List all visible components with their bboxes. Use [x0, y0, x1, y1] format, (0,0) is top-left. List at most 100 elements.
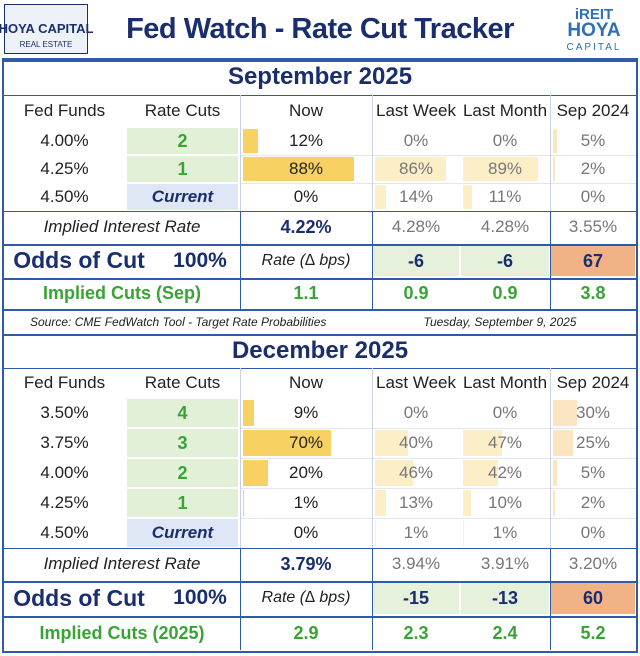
- probability-label: 20%: [288, 463, 324, 482]
- probability-cell: 42%: [460, 458, 550, 488]
- probability-bar: [463, 157, 538, 181]
- column-header: Last Month: [462, 373, 548, 392]
- probability-label: 70%: [288, 433, 324, 452]
- column-header: Last Week: [375, 373, 456, 392]
- probability-bar: [243, 400, 255, 426]
- rule: [240, 518, 636, 519]
- fed-funds-rate: 3.75%: [40, 433, 89, 452]
- probability-label: 89%: [487, 159, 523, 178]
- implied-cuts-value: 0.9: [492, 283, 518, 303]
- probability-label: 10%: [487, 493, 523, 512]
- probability-label: 0%: [492, 403, 518, 422]
- probability-cell: 0%: [550, 183, 636, 211]
- source: Source: CME FedWatch Tool - Target Rate …: [30, 314, 327, 329]
- probability-cell: 0%: [372, 127, 460, 155]
- probability-cell: 5%: [550, 458, 636, 488]
- bps-change: 67: [551, 246, 635, 276]
- probability-label: 1%: [492, 523, 518, 542]
- probability-label: 0%: [403, 131, 429, 150]
- rule: [550, 368, 551, 548]
- probability-cell: 11%: [460, 183, 550, 211]
- implied-cuts-value: 2.3: [403, 622, 429, 643]
- probability-label: 1%: [293, 493, 319, 512]
- rule: [372, 548, 373, 650]
- implied-rate-value: 3.91%: [480, 554, 530, 573]
- probability-label: 0%: [403, 403, 429, 422]
- probability-cell: 1%: [240, 488, 372, 518]
- implied-cuts-value: 1.1: [293, 283, 319, 303]
- rule: [240, 155, 636, 156]
- rate-cuts: Current: [127, 184, 238, 210]
- probability-label: 30%: [575, 403, 611, 422]
- logo-right-bottom: HOYA: [567, 20, 621, 41]
- probability-bar: [243, 129, 259, 153]
- probability-label: 11%: [488, 187, 522, 206]
- logo-left-text: HOYA CAPITAL: [0, 20, 94, 36]
- bps-change: -15: [373, 583, 459, 614]
- fed-funds-rate: 4.50%: [40, 187, 89, 206]
- probability-label: 40%: [398, 433, 434, 452]
- probability-bar: [463, 185, 473, 209]
- rule: [372, 211, 373, 309]
- rule: [4, 244, 636, 246]
- probability-label: 47%: [487, 433, 523, 452]
- implied-cuts-value: 2.9: [293, 622, 319, 643]
- rule: [372, 95, 373, 211]
- probability-bar: [463, 430, 503, 456]
- probability-label: 25%: [575, 433, 611, 452]
- probability-label: 0%: [293, 523, 319, 542]
- probability-label: 9%: [293, 403, 319, 422]
- logo-right: iREIT HOYA CAPITAL: [552, 4, 636, 54]
- probability-label: 0%: [580, 187, 606, 206]
- probability-label: 86%: [398, 159, 434, 178]
- rate-cuts: 1: [127, 489, 238, 517]
- probability-bar: [243, 460, 269, 486]
- rule: [4, 309, 636, 311]
- probability-cell: 2%: [550, 488, 636, 518]
- rate-cuts: 3: [127, 429, 238, 457]
- implied-cuts-value: 5.2: [580, 622, 606, 643]
- probability-label: 0%: [492, 131, 518, 150]
- probability-bar: [375, 157, 446, 181]
- bps-change: -6: [373, 246, 459, 276]
- implied-rate-value: 3.55%: [568, 217, 618, 236]
- probability-bar: [375, 490, 386, 516]
- rule: [240, 211, 241, 309]
- bps-change: -6: [461, 246, 549, 276]
- probability-label: 0%: [293, 187, 319, 206]
- rule: [4, 211, 636, 212]
- rule: [240, 488, 636, 489]
- column-header: Now: [288, 101, 323, 120]
- logo-right-top: iREIT: [574, 5, 614, 23]
- implied-cuts-label: Implied Cuts (2025): [39, 622, 205, 643]
- probability-cell: 70%: [240, 428, 372, 458]
- fed-funds-rate: 4.00%: [40, 131, 89, 150]
- probability-label: 5%: [580, 131, 606, 150]
- probability-cell: 88%: [240, 155, 372, 183]
- probability-cell: 0%: [372, 398, 460, 428]
- rule: [240, 428, 636, 429]
- probability-label: 2%: [580, 493, 606, 512]
- odds-label: Odds of Cut: [13, 247, 145, 273]
- probability-label: 88%: [288, 159, 324, 178]
- rate-cuts: Current: [127, 519, 238, 547]
- column-header: Now: [288, 373, 323, 392]
- probability-cell: 0%: [550, 518, 636, 548]
- probability-cell: 0%: [240, 183, 372, 211]
- probability-cell: 30%: [550, 398, 636, 428]
- probability-bar: [463, 460, 499, 486]
- implied-cuts-value: 3.8: [580, 283, 606, 303]
- implied-cuts-value: 0.9: [403, 283, 429, 303]
- bps-change: -13: [461, 583, 549, 614]
- probability-bar: [243, 490, 245, 516]
- implied-cuts-label: Implied Cuts (Sep): [42, 283, 201, 303]
- rule: [550, 95, 551, 211]
- probability-bar: [243, 157, 354, 181]
- probability-bar: [375, 430, 408, 456]
- probability-cell: 5%: [550, 127, 636, 155]
- probability-cell: 20%: [240, 458, 372, 488]
- probability-bar: [553, 400, 577, 426]
- rule: [4, 334, 636, 336]
